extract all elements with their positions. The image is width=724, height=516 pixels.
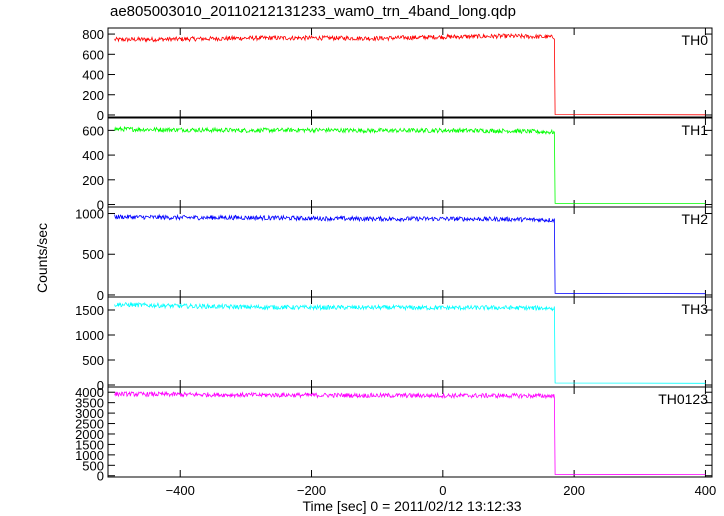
y-tick-label: 600 [82,123,104,138]
y-tick-label: 0 [97,469,104,484]
y-tick-label: 1500 [75,437,104,452]
panel-frame [107,296,713,388]
panel-th1: 0 200 400 600 TH1 [82,117,713,213]
y-tick-label: 400 [82,68,104,83]
y-tick-label: 1000 [75,328,104,343]
panel-frame [107,27,713,118]
panel-label: TH0 [682,32,709,48]
panel-th2: 0 500 1000 TH2 [75,206,713,303]
series-line-th2 [114,213,706,295]
panel-th3: 0 500 1000 1500 TH3 [75,296,713,393]
y-tick-label: 0 [97,108,104,123]
chart-title: ae805003010_20110212131233_wam0_trn_4ban… [110,3,516,20]
y-tick-label: 3000 [75,406,104,421]
x-tick-label: −400 [166,483,195,498]
series-line-th0 [114,32,706,116]
y-tick-label: 200 [82,88,104,103]
y-tick-label: 200 [82,173,104,188]
panel-frame [107,206,713,298]
y-tick-label: 600 [82,47,104,62]
panel-label: TH3 [682,301,709,317]
y-tick-label: 2500 [75,417,104,432]
series-line-th0123 [114,390,706,475]
series-line-th3 [114,301,706,384]
y-tick-label: 500 [82,247,104,262]
y-tick-label: 1000 [75,207,104,222]
x-tick-label: −200 [297,483,326,498]
y-tick-label: 4000 [75,385,104,400]
y-tick-label: 0 [97,198,104,213]
y-tick-label: 0 [97,378,104,393]
y-tick-label: 2000 [75,427,104,442]
panel-th0: 0 200 400 600 800 TH0 [82,27,713,123]
y-tick-label: 500 [82,458,104,473]
panel-frame [107,386,713,478]
y-axis-label: Counts/sec [34,223,50,293]
y-tick-label: 400 [82,148,104,163]
y-tick-label: 0 [97,288,104,303]
x-tick-label: 200 [563,483,585,498]
x-tick-label: 400 [695,483,717,498]
panel-label: TH2 [682,211,709,227]
x-tick-label: 0 [439,483,446,498]
y-tick-label: 800 [82,27,104,42]
x-axis-label: Time [sec] 0 = 2011/02/12 13:12:33 [302,498,521,514]
y-tick-label: 3500 [75,396,104,411]
y-tick-label: 1000 [75,448,104,463]
y-tick-label: 500 [82,353,104,368]
panel-label: TH0123 [658,391,708,407]
series-line-th1 [114,125,706,204]
y-tick-label: 1500 [75,303,104,318]
panel-label: TH1 [682,122,709,138]
